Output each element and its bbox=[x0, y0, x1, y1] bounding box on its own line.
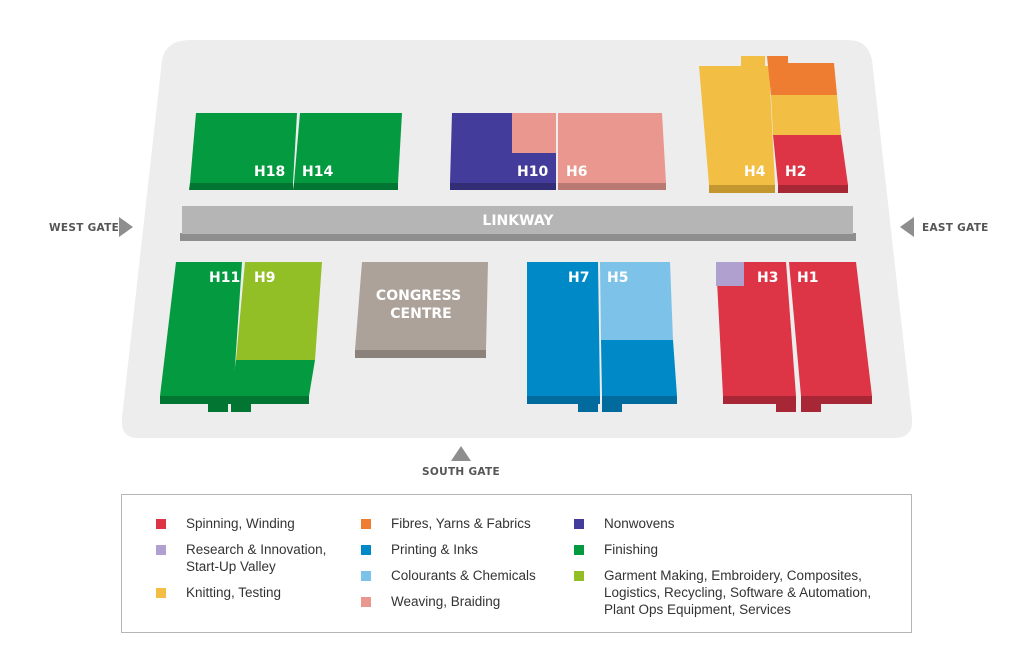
legend-item-research: Research & Innovation, Start-Up Valley bbox=[156, 541, 326, 575]
legend-item-weaving: Weaving, Braiding bbox=[361, 593, 536, 610]
hall-h4-label: H4 bbox=[744, 164, 766, 180]
legend: Spinning, Winding Research & Innovation,… bbox=[121, 494, 912, 633]
south-gate[interactable]: SOUTH GATE bbox=[422, 446, 500, 478]
legend-column-1: Spinning, Winding Research & Innovation,… bbox=[156, 515, 326, 610]
legend-column-3: Nonwovens Finishing Garment Making, Embr… bbox=[574, 515, 871, 627]
hall-h6[interactable]: H6 bbox=[558, 113, 666, 190]
west-gate-label: WEST GATE bbox=[49, 222, 119, 234]
legend-label: Fibres, Yarns & Fabrics bbox=[391, 516, 531, 531]
hall-h7[interactable]: H7 bbox=[527, 262, 600, 412]
hall-h14-label: H14 bbox=[302, 164, 333, 180]
east-gate-arrow-icon bbox=[900, 217, 914, 237]
west-gate[interactable]: WEST GATE bbox=[49, 217, 133, 237]
legend-item-printing: Printing & Inks bbox=[361, 541, 536, 558]
legend-column-2: Fibres, Yarns & Fabrics Printing & Inks … bbox=[361, 515, 536, 619]
south-gate-label: SOUTH GATE bbox=[422, 466, 500, 478]
hall-h18[interactable]: H18 bbox=[189, 113, 297, 190]
east-gate[interactable]: EAST GATE bbox=[900, 217, 989, 237]
hall-h3[interactable]: H3 bbox=[716, 262, 796, 412]
hall-h11-label: H11 bbox=[209, 270, 240, 286]
congress-centre-line2: CENTRE bbox=[390, 306, 451, 322]
legend-item-spinning: Spinning, Winding bbox=[156, 515, 326, 532]
south-gate-arrow-icon bbox=[451, 446, 471, 461]
hall-h2-label: H2 bbox=[785, 164, 806, 180]
legend-item-finishing: Finishing bbox=[574, 541, 871, 558]
legend-label: Printing & Inks bbox=[391, 542, 479, 557]
hall-h4[interactable]: H4 bbox=[699, 56, 775, 193]
legend-label: Weaving, Braiding bbox=[391, 594, 501, 609]
legend-swatch bbox=[574, 545, 584, 555]
hall-h5-label: H5 bbox=[607, 270, 628, 286]
legend-swatch bbox=[156, 519, 166, 529]
hall-h10[interactable]: H10 bbox=[450, 113, 556, 190]
congress-centre-line1: CONGRESS bbox=[376, 288, 461, 304]
legend-swatch bbox=[156, 545, 166, 555]
hall-h9[interactable]: H9 bbox=[231, 262, 322, 412]
linkway-label: LINKWAY bbox=[482, 213, 554, 229]
hall-h18-label: H18 bbox=[254, 164, 285, 180]
legend-item-garment: Garment Making, Embroidery, Composites, … bbox=[574, 567, 871, 618]
legend-label: Garment Making, Embroidery, Composites, … bbox=[604, 568, 872, 617]
east-gate-label: EAST GATE bbox=[922, 222, 989, 234]
hall-h1[interactable]: H1 bbox=[789, 262, 872, 412]
hall-h14[interactable]: H14 bbox=[293, 113, 402, 190]
legend-swatch bbox=[156, 588, 166, 598]
hall-h9-label: H9 bbox=[254, 270, 275, 286]
legend-label: Colourants & Chemicals bbox=[391, 568, 536, 583]
legend-label: Finishing bbox=[604, 542, 659, 557]
hall-h1-label: H1 bbox=[797, 270, 818, 286]
legend-item-nonwovens: Nonwovens bbox=[574, 515, 871, 532]
exhibition-map: H18 H14 H10 H6 H4 H2 LINKWAY bbox=[49, 40, 989, 478]
west-gate-arrow-icon bbox=[119, 217, 133, 237]
legend-item-colourants: Colourants & Chemicals bbox=[361, 567, 536, 584]
legend-label: Knitting, Testing bbox=[186, 585, 282, 600]
legend-label: Research & Innovation, Start-Up Valley bbox=[186, 542, 327, 574]
hall-h11[interactable]: H11 bbox=[160, 262, 242, 412]
hall-h7-label: H7 bbox=[568, 270, 589, 286]
legend-swatch bbox=[361, 597, 371, 607]
congress-centre-label: CONGRESS CENTRE bbox=[376, 288, 466, 322]
hall-h6-label: H6 bbox=[566, 164, 587, 180]
legend-swatch bbox=[574, 519, 584, 529]
legend-label: Spinning, Winding bbox=[186, 516, 295, 531]
legend-item-fibres: Fibres, Yarns & Fabrics bbox=[361, 515, 536, 532]
legend-swatch bbox=[574, 571, 584, 581]
hall-h3-label: H3 bbox=[757, 270, 778, 286]
legend-swatch bbox=[361, 519, 371, 529]
legend-swatch bbox=[361, 545, 371, 555]
hall-h10-label: H10 bbox=[517, 164, 548, 180]
hall-h5[interactable]: H5 bbox=[600, 262, 677, 412]
legend-label: Nonwovens bbox=[604, 516, 675, 531]
legend-item-knitting: Knitting, Testing bbox=[156, 584, 326, 601]
hall-h2[interactable]: H2 bbox=[767, 56, 848, 193]
legend-swatch bbox=[361, 571, 371, 581]
linkway[interactable]: LINKWAY bbox=[180, 206, 856, 241]
congress-centre[interactable]: CONGRESS CENTRE bbox=[355, 262, 488, 358]
